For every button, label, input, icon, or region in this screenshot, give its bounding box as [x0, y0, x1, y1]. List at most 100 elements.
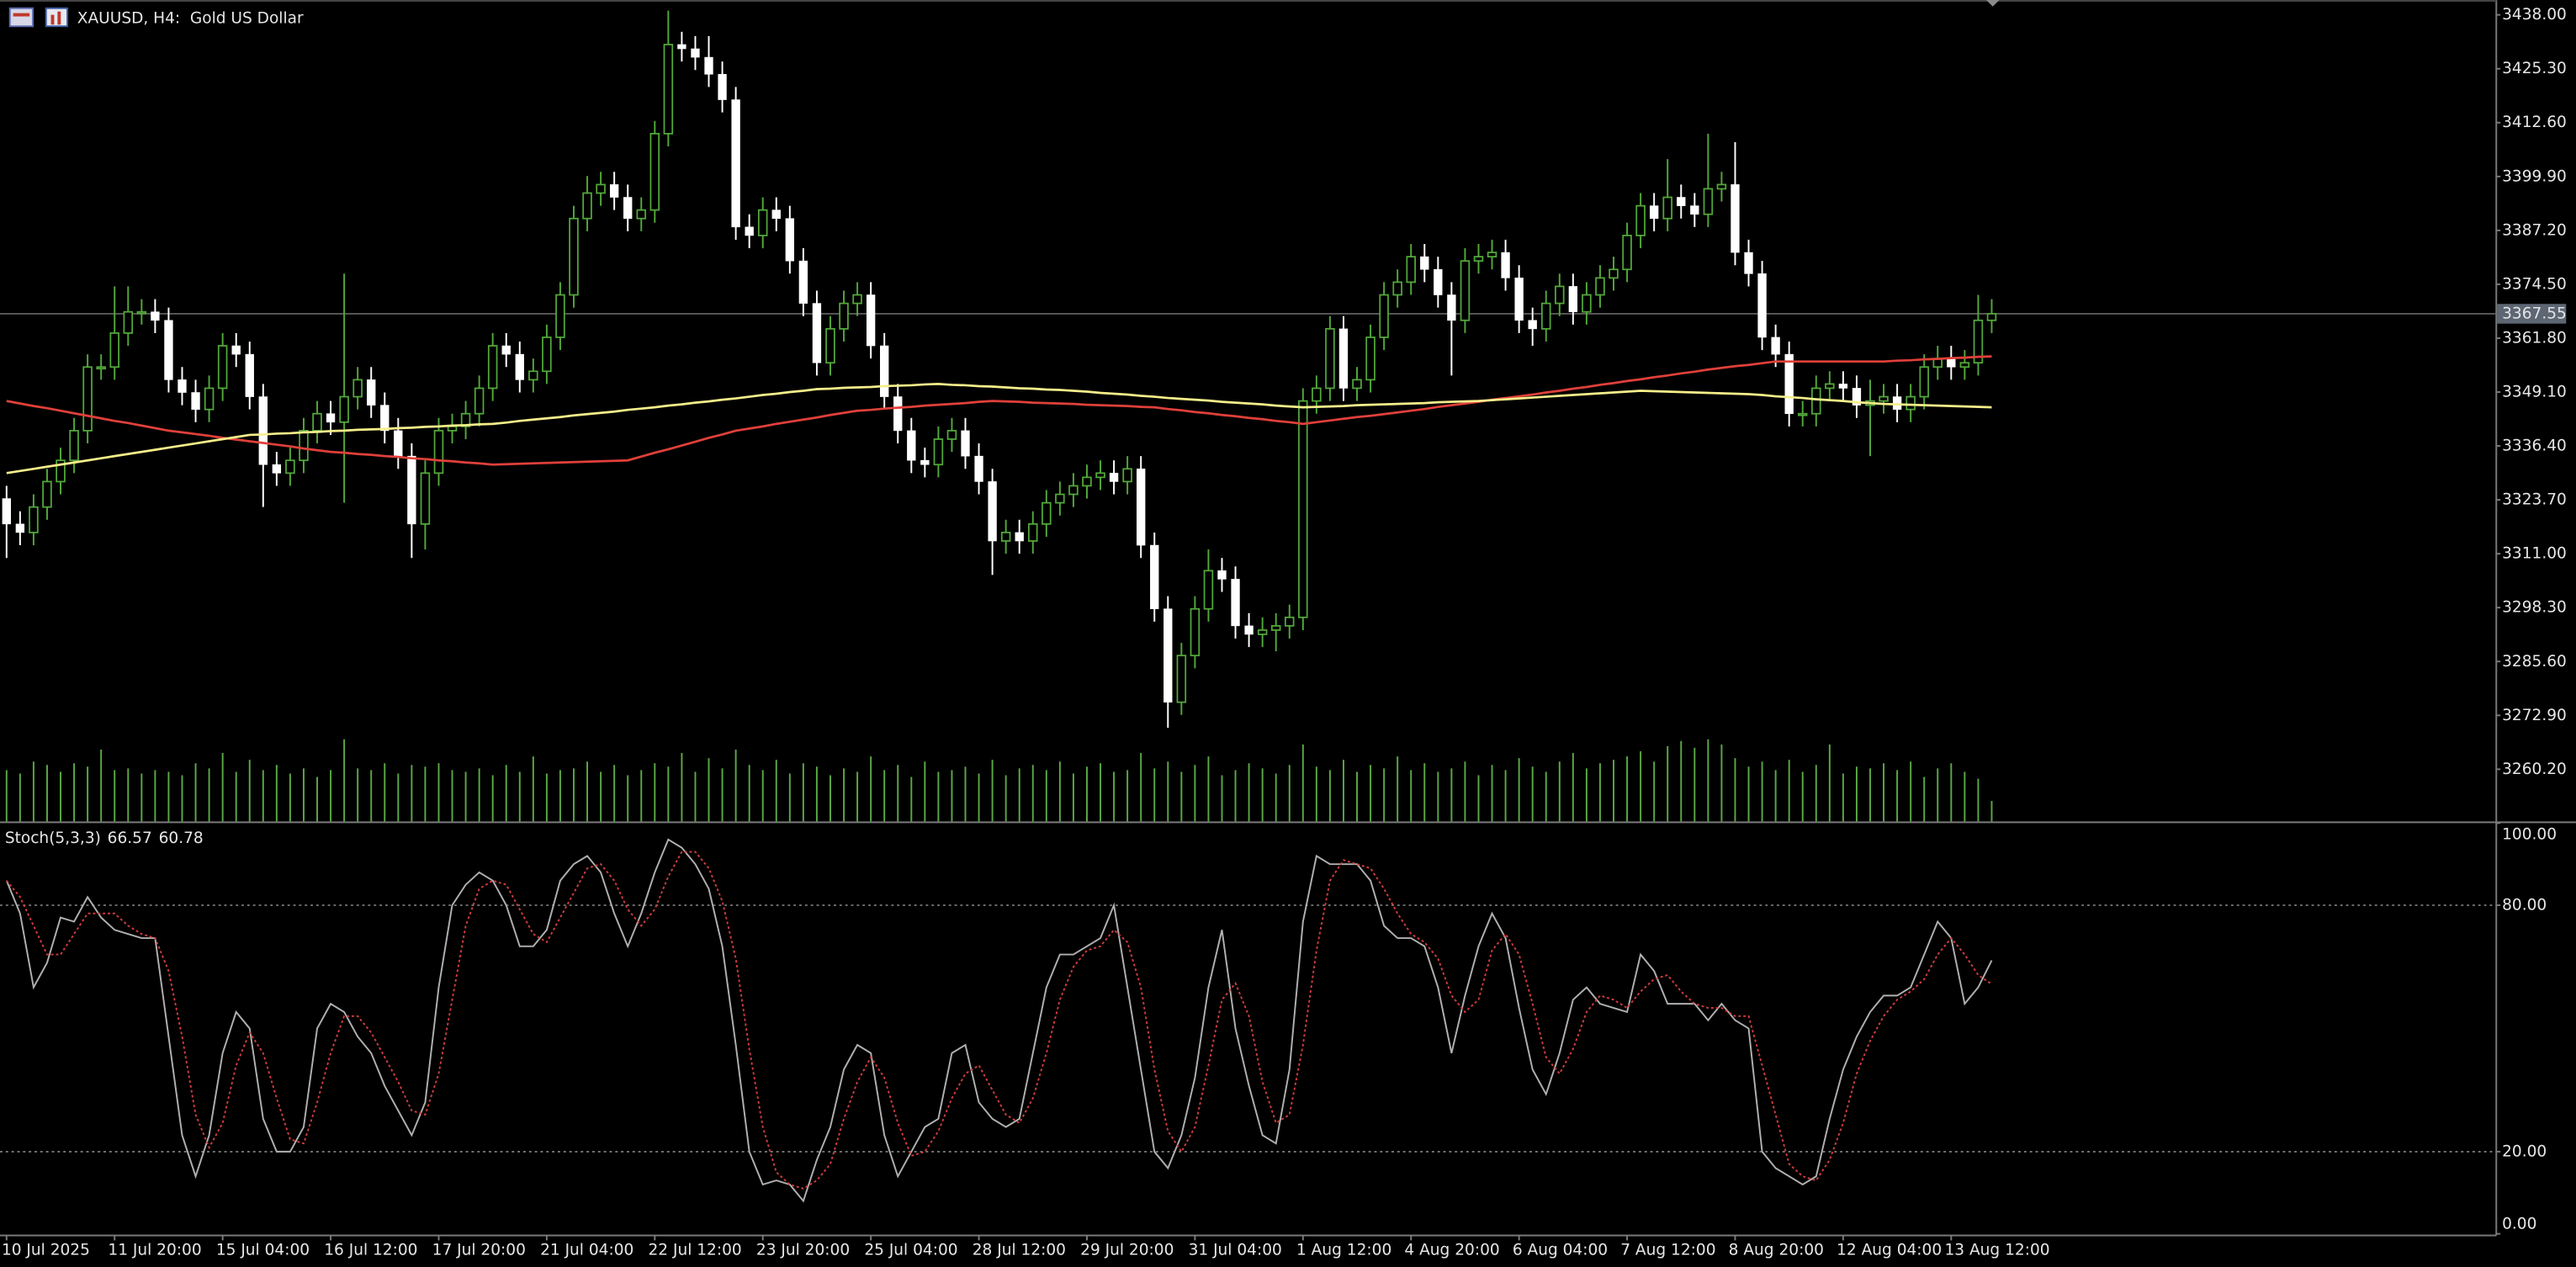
main-line	[5, 838, 1993, 1203]
candle-body	[460, 412, 471, 427]
x-tick-label: 21 Jul 04:00	[540, 1242, 633, 1259]
candle-body	[1609, 268, 1619, 279]
candle-body	[528, 370, 538, 381]
candle-body	[29, 506, 39, 533]
candle-body	[272, 464, 282, 474]
candle-body	[663, 44, 674, 135]
candle-body	[649, 132, 660, 211]
y-tick-label: 3399.90	[2502, 167, 2567, 185]
candle-body	[191, 392, 200, 410]
x-tick-label: 12 Aug 04:00	[1837, 1242, 1942, 1259]
y-tick-label: 3272.90	[2502, 707, 2567, 724]
x-tick-label: 15 Jul 04:00	[216, 1242, 310, 1259]
candle-body	[1690, 205, 1699, 215]
candle-body	[974, 455, 983, 482]
candle-body	[1555, 285, 1565, 305]
candle-body	[1973, 319, 1984, 364]
candle-body	[1392, 281, 1402, 296]
indicator-title: Stoch(5,3,3)	[5, 829, 101, 846]
candle-body	[1109, 473, 1119, 482]
candle-body	[367, 379, 376, 406]
candle-body	[812, 303, 822, 363]
candle-body	[1244, 625, 1254, 635]
candle-body	[1447, 294, 1456, 321]
candle-body	[582, 192, 592, 220]
candle-body	[1959, 362, 1970, 368]
symbol-title: XAUUSD, H4:	[77, 9, 180, 27]
candle-body	[1540, 302, 1551, 330]
x-tick-label: 13 Aug 12:00	[1944, 1242, 2049, 1259]
x-tick-label: 16 Jul 12:00	[324, 1242, 417, 1259]
candle-body	[1919, 366, 1929, 398]
moving-average-line	[6, 383, 1992, 474]
candle-body	[1150, 544, 1159, 610]
candle-body	[217, 345, 228, 390]
candle-body	[1716, 183, 1727, 190]
y-tick-label: 3323.70	[2502, 491, 2567, 509]
candle-body	[299, 430, 309, 462]
icon-chart-bar	[50, 14, 55, 25]
candle-body	[433, 430, 444, 474]
candle-body	[326, 413, 336, 423]
candle-body	[231, 345, 241, 355]
chart-header: XAUUSD, H4: Gold US Dollar	[77, 9, 304, 27]
candle-body	[1055, 493, 1065, 504]
candle-body	[1434, 268, 1443, 295]
y-tick-label: 3412.60	[2502, 114, 2567, 131]
y-tick-label: 20.00	[2502, 1142, 2547, 1160]
x-tick-label: 8 Aug 20:00	[1729, 1242, 1824, 1259]
candle-body	[2, 498, 11, 525]
candle-body	[893, 396, 903, 432]
candle-body	[1082, 476, 1092, 487]
candle-body	[731, 99, 740, 228]
candle-body	[1365, 337, 1375, 381]
candle-body	[785, 218, 795, 262]
candle-body	[447, 425, 458, 432]
candle-body	[285, 459, 295, 474]
price-label-box	[2497, 304, 2567, 324]
candle-body	[1771, 337, 1780, 355]
candle-body	[852, 294, 862, 305]
candle-body	[1338, 328, 1349, 389]
volume-bars	[5, 739, 1993, 822]
y-tick-label: 3311.00	[2502, 545, 2567, 563]
candle-body	[880, 345, 889, 397]
x-tick-label: 7 Aug 12:00	[1620, 1242, 1715, 1259]
y-tick-label: 80.00	[2502, 896, 2547, 914]
candle-body	[946, 430, 957, 440]
y-tick-label: 0.00	[2502, 1215, 2536, 1233]
x-tick-label: 31 Jul 04:00	[1189, 1242, 1282, 1259]
candle-body	[501, 345, 511, 355]
candle-body	[394, 430, 403, 457]
candle-body	[677, 44, 686, 50]
candle-body	[245, 353, 254, 397]
x-tick-label: 23 Jul 20:00	[756, 1242, 850, 1259]
candle-body	[988, 481, 997, 542]
y-tick-label: 3285.60	[2502, 653, 2567, 671]
x-tick-label: 10 Jul 2025	[2, 1242, 90, 1259]
candle-body	[1312, 387, 1322, 402]
candle-body	[1000, 532, 1011, 542]
candle-body	[1015, 532, 1024, 542]
x-tick-label: 1 Aug 12:00	[1296, 1242, 1391, 1259]
candle-body	[56, 459, 66, 483]
candle-body	[1879, 395, 1889, 402]
candle-body	[771, 209, 781, 220]
candle-body	[1568, 286, 1578, 312]
candle-body	[407, 455, 416, 525]
candle-body	[1270, 625, 1281, 631]
candle-body	[1892, 396, 1902, 410]
candle-body	[487, 345, 498, 390]
candle-body	[1731, 184, 1740, 253]
candle-body	[839, 302, 849, 330]
y-tick-label: 3387.20	[2502, 221, 2567, 239]
candles	[2, 10, 1997, 728]
candle-body	[636, 209, 647, 220]
candle-body	[1028, 522, 1038, 542]
candle-body	[151, 311, 160, 321]
candle-body	[1662, 196, 1672, 220]
header: XAUUSD, H4: Gold US Dollar Stoch(5,3,3) 66…	[5, 7, 304, 846]
candle-body	[798, 260, 808, 304]
indicator-pane	[0, 838, 2496, 1203]
